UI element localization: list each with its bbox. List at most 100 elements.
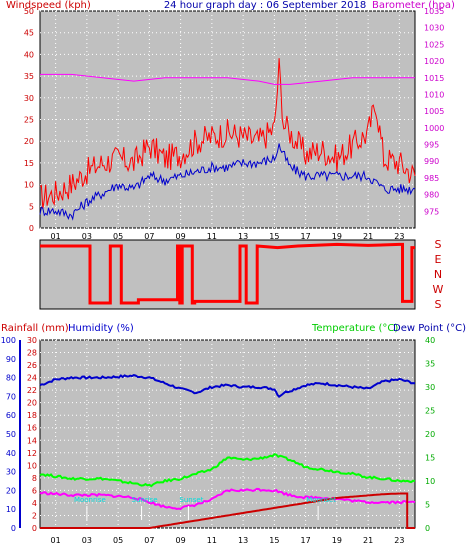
series-line bbox=[39, 374, 416, 399]
y-tick-label: 50 bbox=[24, 7, 34, 16]
y-tick-label: 18 bbox=[27, 411, 37, 420]
y-tick-label: 50 bbox=[6, 430, 16, 439]
y-tick-label: 990 bbox=[424, 157, 439, 166]
axis-label: Dew Point (°C) bbox=[393, 323, 466, 334]
y-tick-label: 30 bbox=[27, 336, 37, 345]
annotation-label: Sunrise bbox=[132, 496, 158, 504]
y-tick-label: 30 bbox=[425, 383, 435, 392]
y-tick-label: 30 bbox=[6, 468, 16, 477]
y-tick-label: 6 bbox=[32, 486, 37, 495]
x-tick-label: 13 bbox=[238, 536, 248, 545]
series-line bbox=[39, 58, 416, 209]
y-tick-label: 980 bbox=[424, 191, 439, 200]
y-tick-label: 995 bbox=[424, 141, 439, 150]
y-tick-label: 25 bbox=[425, 407, 435, 416]
y-tick-label: 28 bbox=[27, 349, 37, 358]
axis-label: Rainfall (mm) bbox=[1, 323, 69, 334]
x-tick-label: 03 bbox=[82, 232, 92, 241]
series-line bbox=[40, 242, 415, 305]
series-line bbox=[40, 73, 415, 85]
y-tick-label: 1015 bbox=[424, 74, 444, 83]
y-tick-label: 35 bbox=[425, 360, 435, 369]
x-tick-label: 01 bbox=[51, 536, 61, 545]
y-tick-label: 1005 bbox=[424, 107, 444, 116]
y-tick-label: 1025 bbox=[424, 40, 444, 49]
y-tick-label: 1000 bbox=[424, 124, 444, 133]
chart-title: 24 hour graph day : 06 September 2018 bbox=[164, 0, 366, 11]
annotation-label: Sunset bbox=[179, 496, 203, 504]
direction-label: S bbox=[435, 298, 442, 311]
y-tick-label: 80 bbox=[6, 374, 16, 383]
y-tick-label: 15 bbox=[425, 454, 435, 463]
y-tick-label: 15 bbox=[24, 159, 34, 168]
y-tick-label: 25 bbox=[24, 116, 34, 125]
annotation-label: Moonrise bbox=[74, 496, 106, 504]
x-tick-label: 23 bbox=[394, 536, 404, 545]
y-tick-label: 20 bbox=[27, 399, 37, 408]
series-line bbox=[39, 453, 416, 488]
y-tick-label: 10 bbox=[24, 181, 34, 190]
series-line bbox=[39, 487, 416, 511]
y-tick-label: 40 bbox=[6, 449, 16, 458]
x-tick-label: 07 bbox=[144, 232, 154, 241]
y-tick-label: 40 bbox=[425, 336, 435, 345]
x-tick-label: 09 bbox=[176, 232, 186, 241]
x-tick-label: 03 bbox=[82, 536, 92, 545]
x-tick-label: 23 bbox=[394, 232, 404, 241]
y-tick-label: 2 bbox=[32, 511, 37, 520]
y-tick-label: 985 bbox=[424, 174, 439, 183]
y-tick-label: 10 bbox=[425, 477, 435, 486]
y-tick-label: 1010 bbox=[424, 90, 444, 99]
y-tick-label: 8 bbox=[32, 474, 37, 483]
y-tick-label: 20 bbox=[425, 430, 435, 439]
y-tick-label: 26 bbox=[27, 361, 37, 370]
x-tick-label: 01 bbox=[51, 232, 61, 241]
y-tick-label: 5 bbox=[29, 202, 34, 211]
axis-label: Humidity (%) bbox=[68, 323, 134, 334]
y-tick-label: 45 bbox=[24, 29, 34, 38]
x-tick-label: 21 bbox=[363, 536, 373, 545]
y-tick-label: 90 bbox=[6, 355, 16, 364]
x-tick-label: 21 bbox=[363, 232, 373, 241]
series-line bbox=[39, 143, 416, 221]
y-tick-label: 12 bbox=[27, 449, 37, 458]
y-tick-label: 1035 bbox=[424, 7, 444, 16]
y-tick-label: 1030 bbox=[424, 24, 444, 33]
direction-label: W bbox=[433, 283, 444, 296]
x-tick-label: 17 bbox=[301, 536, 311, 545]
series-line bbox=[40, 492, 415, 529]
axis-label: Windspeed (kph) bbox=[6, 0, 91, 11]
y-tick-label: 5 bbox=[425, 501, 430, 510]
x-tick-label: 19 bbox=[332, 536, 342, 545]
x-tick-label: 19 bbox=[332, 232, 342, 241]
y-tick-label: 100 bbox=[1, 336, 16, 345]
x-tick-label: 15 bbox=[269, 536, 279, 545]
x-tick-label: 05 bbox=[113, 232, 123, 241]
axis-label: Temperature (°C) bbox=[311, 323, 398, 334]
y-tick-label: 70 bbox=[6, 392, 16, 401]
direction-label: E bbox=[435, 253, 442, 266]
plot-area bbox=[39, 239, 416, 310]
x-tick-label: 09 bbox=[176, 536, 186, 545]
y-tick-label: 24 bbox=[27, 374, 37, 383]
y-tick-label: 14 bbox=[27, 436, 37, 445]
x-tick-label: 11 bbox=[207, 536, 217, 545]
y-tick-label: 10 bbox=[6, 505, 16, 514]
y-tick-label: 0 bbox=[11, 524, 16, 533]
axis-label: Barometer (hpa) bbox=[372, 0, 455, 11]
direction-label: S bbox=[435, 238, 442, 251]
y-tick-label: 0 bbox=[425, 524, 430, 533]
y-tick-label: 16 bbox=[27, 424, 37, 433]
x-tick-label: 15 bbox=[269, 232, 279, 241]
y-tick-label: 35 bbox=[24, 72, 34, 81]
x-tick-label: 05 bbox=[113, 536, 123, 545]
y-tick-label: 20 bbox=[24, 137, 34, 146]
direction-label: N bbox=[434, 268, 442, 281]
y-tick-label: 0 bbox=[32, 524, 37, 533]
y-tick-label: 0 bbox=[29, 224, 34, 233]
y-tick-label: 4 bbox=[32, 499, 37, 508]
annotation-label: Moonset bbox=[306, 496, 336, 504]
y-tick-label: 40 bbox=[24, 50, 34, 59]
y-tick-label: 975 bbox=[424, 207, 439, 216]
